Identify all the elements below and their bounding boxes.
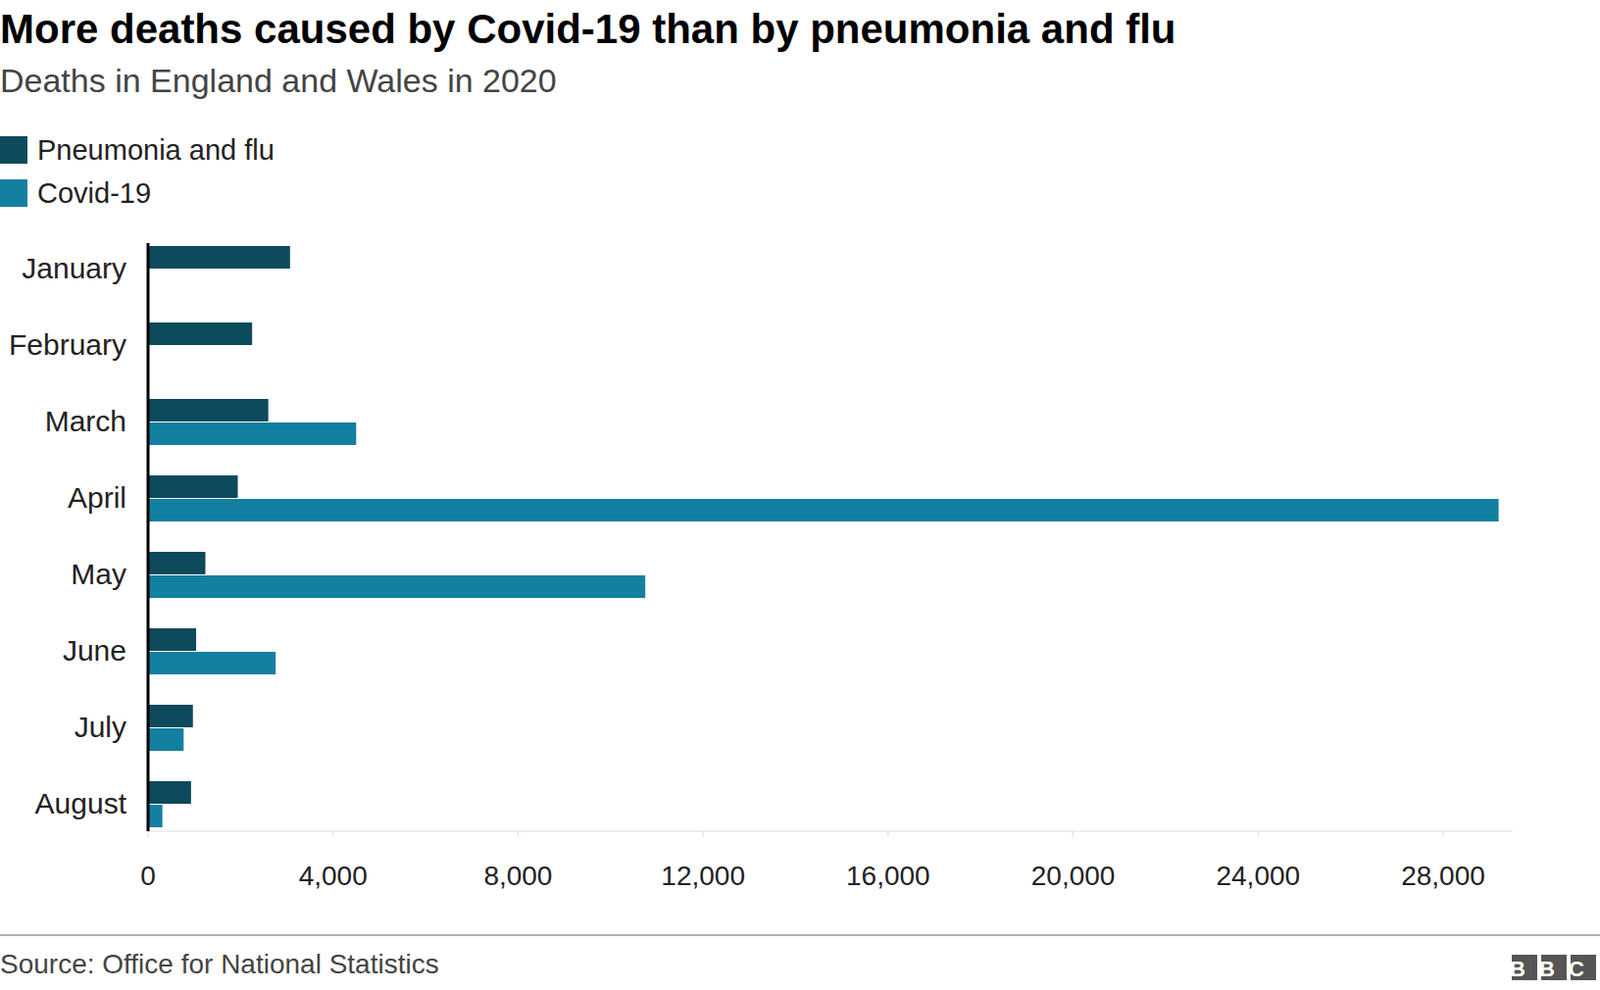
bar: [148, 781, 192, 804]
tick-label: 28,000: [1400, 860, 1486, 892]
bar: [148, 651, 276, 675]
tick-label: 24,000: [1215, 860, 1300, 892]
tick-mark: [1443, 831, 1445, 838]
logo-letter: C: [1568, 956, 1599, 982]
logo-letter: B: [1509, 956, 1540, 982]
tick-mark: [1257, 831, 1259, 838]
bars: [148, 246, 1500, 828]
tick-label: 12,000: [660, 860, 746, 892]
tick-label: 0: [140, 860, 156, 892]
bar: [148, 575, 646, 599]
bar: [148, 399, 269, 422]
chart: More deaths caused by Covid-19 than by p…: [0, 0, 1600, 990]
bar: [148, 704, 194, 728]
bar: [148, 246, 291, 269]
category-label: March: [45, 404, 127, 438]
category-label: June: [62, 634, 127, 667]
tick-mark: [702, 831, 704, 838]
legend-swatch: [0, 179, 28, 207]
zero-line: [147, 243, 150, 832]
bar: [148, 322, 252, 346]
logo-letter: B: [1539, 956, 1569, 982]
bar: [148, 551, 206, 575]
title: More deaths caused by Covid-19 than by p…: [0, 5, 1177, 52]
bar: [148, 804, 163, 828]
category-label: April: [67, 481, 127, 514]
bar: [148, 422, 356, 446]
tick-mark: [517, 831, 519, 838]
bar: [148, 628, 197, 651]
subtitle: Deaths in England and Wales in 2020: [0, 61, 557, 100]
tick-mark: [887, 831, 889, 838]
tick-mark: [332, 831, 334, 838]
category-label: July: [74, 710, 127, 744]
legend-swatch: [0, 136, 28, 164]
bar: [148, 728, 184, 751]
category-label: February: [8, 328, 127, 361]
category-label: May: [70, 557, 127, 591]
tick-mark: [148, 831, 150, 838]
tick-label: 20,000: [1031, 860, 1116, 892]
footer-rule: [0, 934, 1600, 937]
legend-label: Covid-19: [37, 177, 151, 209]
legend-label: Pneumonia and flu: [37, 134, 275, 166]
tick-mark: [1072, 831, 1074, 838]
logo-text: BBC: [1509, 956, 1599, 982]
category-label: January: [21, 251, 127, 285]
x-axis-line: [148, 831, 1513, 833]
logo: BBC: [1509, 954, 1599, 982]
tick-label: 16,000: [846, 860, 931, 892]
bar: [148, 475, 239, 499]
source: Source: Office for National Statistics: [0, 949, 440, 980]
category-label: August: [35, 787, 128, 820]
tick-label: 8,000: [483, 860, 552, 892]
tick-label: 4,000: [299, 860, 368, 892]
bar: [148, 499, 1500, 522]
